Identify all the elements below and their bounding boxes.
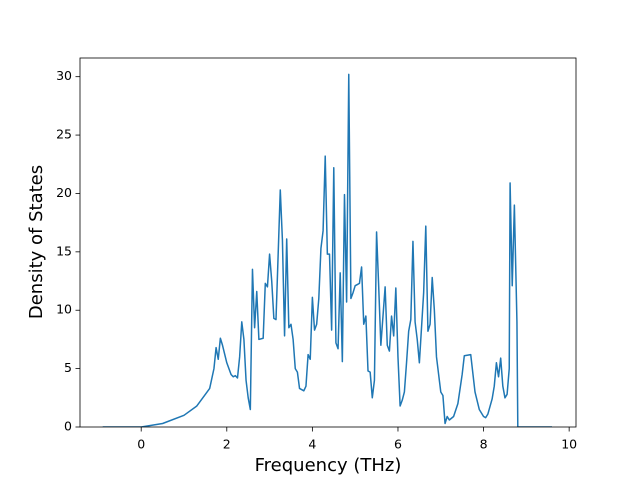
y-tick-label: 10	[56, 302, 72, 317]
x-tick-label: 2	[223, 437, 231, 452]
x-tick-label: 0	[137, 437, 145, 452]
y-tick-label: 0	[64, 419, 72, 434]
y-tick-label: 15	[56, 243, 72, 258]
dos-line	[102, 73, 553, 427]
y-tick-label: 25	[56, 127, 72, 142]
x-tick-label: 6	[394, 437, 402, 452]
plot-frame	[79, 57, 577, 428]
y-tick-label: 5	[64, 360, 72, 375]
x-tick-label: 8	[480, 437, 488, 452]
x-axis-label: Frequency (THz)	[255, 455, 402, 476]
y-tick-label: 20	[56, 185, 72, 200]
x-tick-label: 10	[561, 437, 577, 452]
x-tick-label: 4	[308, 437, 316, 452]
y-axis-label: Density of States	[26, 165, 47, 319]
y-tick-label: 30	[56, 68, 72, 83]
